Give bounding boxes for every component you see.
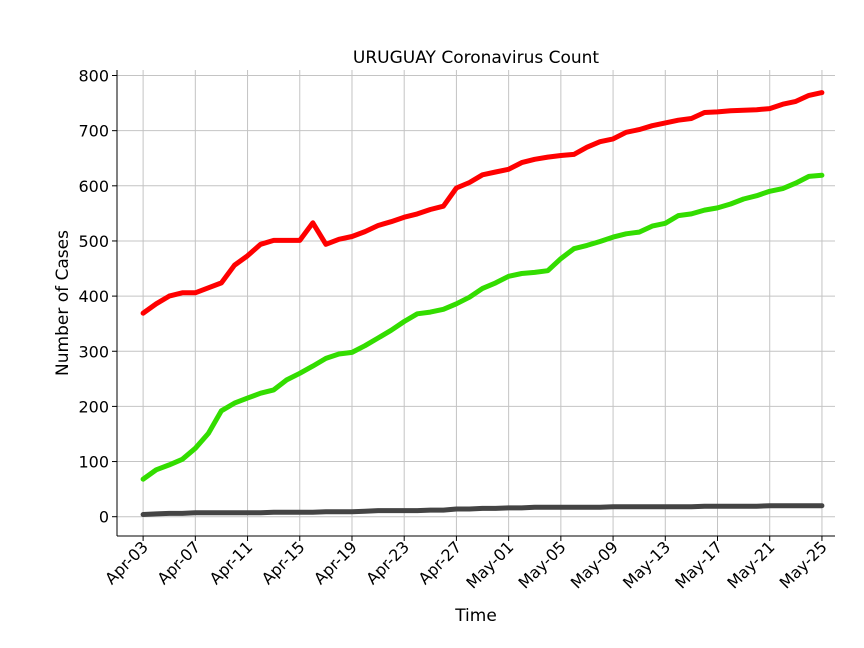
x-tick-label: May-17 (671, 537, 726, 592)
x-tick-label: May-25 (776, 537, 831, 592)
y-tick-label: 700 (78, 122, 109, 141)
y-tick-label: 400 (78, 287, 109, 306)
chart-title: URUGUAY Coronavirus Count (353, 48, 600, 68)
y-tick-labels: 0 100 200 300 400 500 600 700 800 (78, 67, 117, 527)
x-tick-label: Apr-03 (101, 537, 152, 588)
x-tick-label: May-09 (567, 537, 622, 592)
axes (116, 70, 835, 537)
y-tick-label: 0 (99, 508, 109, 527)
x-tick-label: May-13 (619, 537, 674, 592)
x-tick-label: May-01 (462, 537, 517, 592)
series-line-3 (140, 503, 825, 517)
y-tick-label: 800 (78, 67, 109, 86)
x-tick-label: Apr-07 (153, 537, 204, 588)
series-line-1 (140, 90, 825, 316)
x-tick-label: Apr-19 (310, 537, 361, 588)
x-tick-label: Apr-23 (362, 537, 413, 588)
y-tick-label: 200 (78, 397, 109, 416)
x-tick-label: May-21 (723, 537, 778, 592)
x-axis-title: Time (454, 606, 497, 626)
grid (117, 70, 835, 536)
x-tick-label: Apr-11 (206, 537, 257, 588)
series-line-2 (140, 172, 825, 482)
y-tick-label: 500 (78, 232, 109, 251)
x-tick-label: Apr-27 (414, 537, 465, 588)
series-lines (140, 90, 825, 517)
y-tick-label: 100 (78, 453, 109, 472)
y-tick-label: 300 (78, 342, 109, 361)
x-tick-label: Apr-15 (258, 537, 309, 588)
y-axis-title: Number of Cases (53, 230, 73, 376)
y-tick-label: 600 (78, 177, 109, 196)
x-tick-labels: Apr-03 Apr-07 Apr-11 Apr-15 Apr-19 Apr-23 Apr-… (101, 536, 831, 593)
x-tick-label: May-05 (515, 537, 570, 592)
